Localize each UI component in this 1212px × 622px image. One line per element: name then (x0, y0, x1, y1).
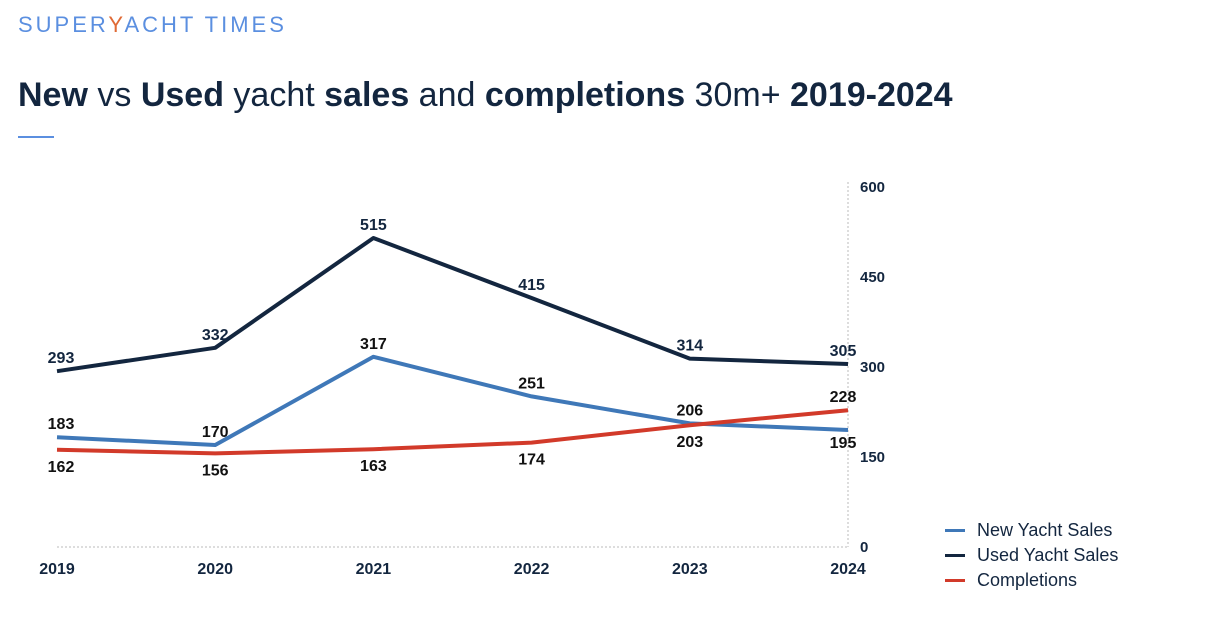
data-label: 203 (676, 434, 703, 451)
legend-item: Used Yacht Sales (945, 543, 1118, 568)
x-tick-label: 2024 (830, 561, 866, 578)
y-tick-label: 450 (860, 269, 885, 286)
y-tick-label: 0 (860, 539, 868, 556)
title-segment: vs (87, 76, 141, 114)
title-segment: 2019-2024 (790, 76, 953, 114)
chart-title: New vs Used yacht sales and completions … (18, 76, 953, 115)
data-label: 170 (202, 424, 229, 441)
data-label: 332 (202, 327, 229, 344)
data-label: 162 (48, 459, 75, 476)
y-tick-label: 150 (860, 449, 885, 466)
legend-item: New Yacht Sales (945, 518, 1118, 543)
title-segment: 30m+ (685, 76, 790, 114)
x-tick-label: 2022 (514, 561, 550, 578)
title-segment: New (18, 76, 88, 114)
series-line-used-yacht-sales (56, 236, 849, 374)
title-segment: and (409, 76, 485, 114)
data-label: 156 (202, 462, 229, 479)
title-segment: yacht (223, 76, 325, 114)
legend-swatch (945, 554, 965, 557)
x-tick-label: 2023 (672, 561, 708, 578)
x-tick-label: 2019 (39, 561, 75, 578)
legend-label: Completions (977, 570, 1078, 590)
y-tick-label: 300 (860, 359, 885, 376)
legend-label: New Yacht Sales (977, 520, 1113, 540)
logo-text: SUPER (18, 12, 109, 37)
data-label: 251 (518, 375, 545, 392)
legend-swatch (945, 579, 965, 582)
data-label: 163 (360, 458, 387, 475)
data-label: 195 (830, 435, 857, 452)
data-label: 228 (830, 389, 857, 406)
title-segment: completions (484, 76, 686, 114)
data-label: 174 (518, 452, 545, 469)
title-underline (18, 136, 54, 138)
data-label: 206 (676, 402, 703, 419)
data-label: 293 (48, 350, 75, 367)
legend-label: Used Yacht Sales (977, 545, 1119, 565)
data-label: 314 (676, 338, 703, 355)
data-label: 305 (830, 343, 857, 360)
y-tick-label: 600 (860, 179, 885, 196)
logo-slash: Y (108, 12, 125, 37)
series-line-completions (56, 408, 849, 456)
title-segment: sales (324, 76, 410, 114)
x-tick-label: 2020 (197, 561, 233, 578)
data-label: 515 (360, 217, 387, 234)
legend-swatch (945, 529, 965, 532)
legend-item: Completions (945, 568, 1118, 593)
x-tick-label: 2021 (356, 561, 392, 578)
data-label: 183 (48, 416, 75, 433)
series-line-new-yacht-sales (56, 354, 849, 447)
data-label: 317 (360, 336, 387, 353)
legend: New Yacht Sales Used Yacht Sales Completio… (945, 518, 1118, 593)
logo-text-2: ACHT TIMES (124, 12, 287, 37)
logo: SUPERYACHT TIMES (18, 12, 287, 38)
data-label: 415 (518, 277, 545, 294)
title-segment: Used (140, 76, 224, 114)
